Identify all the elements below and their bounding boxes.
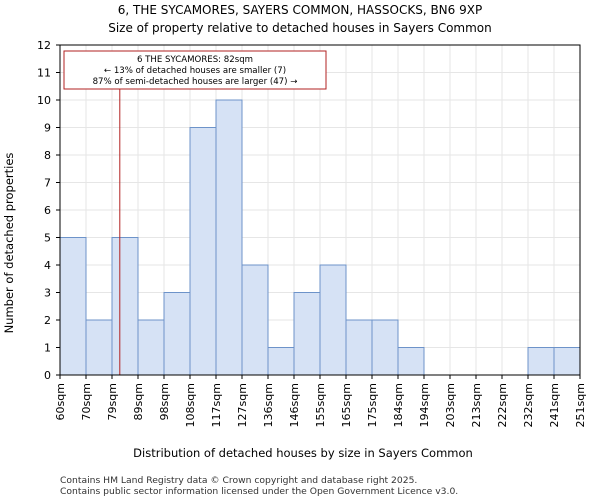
x-tick-label: 136sqm — [262, 383, 275, 427]
annotation-line-1: 6 THE SYCAMORES: 82sqm — [137, 55, 253, 65]
x-tick-label: 117sqm — [210, 383, 223, 427]
bar — [241, 264, 269, 376]
x-tick-label: 165sqm — [340, 383, 353, 427]
x-tick-label: 213sqm — [470, 383, 483, 427]
chart-subtitle: Size of property relative to detached ho… — [108, 21, 492, 35]
y-tick-label: 4 — [44, 259, 51, 272]
x-tick-label: 222sqm — [496, 383, 509, 427]
x-tick-label: 184sqm — [392, 383, 405, 427]
y-tick-label: 2 — [44, 314, 51, 327]
x-tick-label: 155sqm — [314, 383, 327, 427]
footer-line-1: Contains HM Land Registry data © Crown c… — [60, 475, 417, 486]
y-tick-label: 3 — [44, 287, 51, 300]
annotation: 6 THE SYCAMORES: 82sqm ← 13% of detached… — [63, 50, 327, 90]
annotation-line-3: 87% of semi-detached houses are larger (… — [93, 77, 298, 87]
y-tick-label: 9 — [44, 122, 51, 135]
x-axis-ticks: 60sqm 70sqm 79sqm 89sqm 98sqm 108sqm 117sqm 127… — [54, 375, 587, 427]
x-tick-label: 175sqm — [366, 383, 379, 427]
x-tick-label: 108sqm — [184, 383, 197, 427]
x-tick-label: 203sqm — [444, 383, 457, 427]
x-tick-label: 60sqm — [54, 383, 67, 420]
x-tick-label: 98sqm — [158, 383, 171, 420]
footer-line-2: Contains public sector information licen… — [60, 486, 458, 497]
x-tick-label: 70sqm — [80, 383, 93, 420]
y-axis-label: Number of detached properties — [2, 153, 16, 334]
bar — [189, 127, 217, 376]
bar — [137, 319, 165, 376]
y-tick-label: 1 — [44, 342, 51, 355]
x-tick-label: 241sqm — [548, 383, 561, 427]
bar — [85, 319, 113, 376]
x-axis-label: Distribution of detached houses by size … — [133, 446, 473, 460]
bar — [111, 237, 139, 376]
chart-title: 6, THE SYCAMORES, SAYERS COMMON, HASSOCK… — [118, 3, 482, 17]
bar — [267, 347, 295, 376]
y-tick-label: 11 — [37, 67, 51, 80]
x-tick-label: 127sqm — [236, 383, 249, 427]
y-tick-label: 10 — [37, 94, 51, 107]
x-tick-label: 79sqm — [106, 383, 119, 420]
x-tick-label: 251sqm — [574, 383, 587, 427]
bar — [319, 264, 347, 376]
annotation-box — [63, 50, 327, 90]
bar — [215, 99, 243, 376]
bar — [371, 319, 399, 376]
annotation-line-2: ← 13% of detached houses are smaller (7) — [104, 66, 286, 76]
x-tick-label: 232sqm — [522, 383, 535, 427]
bar — [163, 292, 191, 376]
x-tick-label: 146sqm — [288, 383, 301, 427]
bar — [293, 292, 321, 376]
bar — [345, 319, 373, 376]
bar — [397, 347, 425, 376]
y-tick-label: 12 — [37, 39, 51, 52]
bar — [553, 347, 581, 376]
x-tick-label: 194sqm — [418, 383, 431, 427]
y-tick-label: 8 — [44, 149, 51, 162]
x-tick-label: 89sqm — [132, 383, 145, 420]
y-tick-label: 6 — [44, 204, 51, 217]
y-tick-label: 5 — [44, 232, 51, 245]
bar — [59, 237, 87, 376]
y-tick-label: 0 — [44, 369, 51, 382]
y-tick-label: 7 — [44, 177, 51, 190]
bar — [527, 347, 555, 376]
